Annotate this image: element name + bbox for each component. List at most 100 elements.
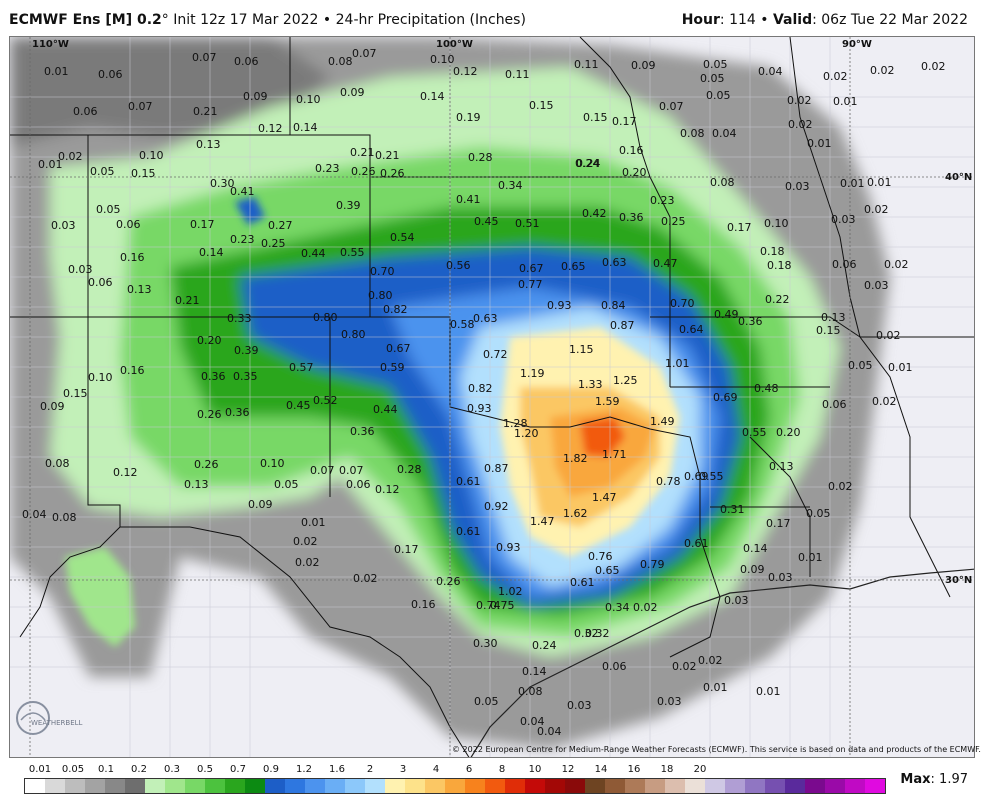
- precip-value-label: 0.26: [380, 167, 405, 180]
- precip-value-label: 0.06: [822, 398, 847, 411]
- precip-value-label: 0.84: [601, 299, 626, 312]
- legend-swatch: [725, 779, 745, 793]
- legend-swatch: [45, 779, 65, 793]
- lat-label-40: 40°N: [945, 172, 972, 183]
- precip-value-label: 0.02: [672, 660, 697, 673]
- precip-value-label: 1.28: [503, 417, 528, 430]
- precip-value-label: 0.09: [631, 59, 656, 72]
- precip-value-label: 0.14: [743, 542, 768, 555]
- legend-swatch: [685, 779, 705, 793]
- precip-value-label: 0.55: [340, 246, 365, 259]
- precip-value-label: 0.03: [724, 594, 749, 607]
- precip-value-label: 0.87: [610, 319, 635, 332]
- precip-value-label: 0.03: [567, 699, 592, 712]
- max-label: Max: [900, 772, 931, 787]
- precip-value-label: 0.21: [350, 146, 375, 159]
- precip-value-label: 0.03: [864, 279, 889, 292]
- precip-value-label: 0.82: [468, 382, 493, 395]
- precip-value-label: 0.04: [712, 127, 737, 140]
- precip-value-label: 0.55: [699, 470, 724, 483]
- precip-value-label: 0.57: [289, 361, 314, 374]
- legend-swatch: [545, 779, 565, 793]
- legend-tick-label: 20: [693, 764, 707, 775]
- legend-swatch: [625, 779, 645, 793]
- legend-swatch: [505, 779, 525, 793]
- product-title: ECMWF Ens [M] 0.2° Init 12z 17 Mar 2022 …: [9, 12, 526, 28]
- legend-swatch: [425, 779, 445, 793]
- precip-value-label: 0.05: [90, 165, 115, 178]
- precip-value-label: 1.49: [650, 415, 675, 428]
- precip-value-label: 0.01: [840, 177, 865, 190]
- precip-value-label: 0.36: [350, 425, 375, 438]
- precip-value-label: 1.71: [602, 448, 627, 461]
- precip-value-label: 0.05: [703, 58, 728, 71]
- hour-value: : 114 •: [719, 12, 773, 28]
- legend-tick-label: 2: [366, 764, 374, 775]
- precip-value-label: 0.36: [201, 370, 226, 383]
- legend-swatch: [125, 779, 145, 793]
- legend-tick-label: 3: [399, 764, 407, 775]
- precip-value-label: 0.15: [131, 167, 156, 180]
- legend-swatch: [745, 779, 765, 793]
- precip-value-label: 0.93: [467, 402, 492, 415]
- legend-swatch: [205, 779, 225, 793]
- legend-swatch: [325, 779, 345, 793]
- precip-value-label: 0.41: [230, 185, 255, 198]
- precip-value-label: 0.06: [73, 105, 98, 118]
- legend-swatch: [105, 779, 125, 793]
- precip-value-label: 1.47: [530, 515, 555, 528]
- precip-value-label: 0.77: [518, 278, 543, 291]
- precip-value-label: 0.08: [52, 511, 77, 524]
- precip-value-label: 0.04: [22, 508, 47, 521]
- precip-value-label: 0.47: [653, 257, 678, 270]
- legend-tick-label: 4: [432, 764, 440, 775]
- precip-value-label: 0.21: [175, 294, 200, 307]
- precip-value-label: 0.04: [537, 725, 562, 738]
- precip-value-label: 0.06: [602, 660, 627, 673]
- precip-value-label: 0.07: [659, 100, 684, 113]
- precip-value-label: 0.25: [261, 237, 286, 250]
- precip-value-label: 0.26: [351, 165, 376, 178]
- precip-value-label: 0.02: [353, 572, 378, 585]
- precip-value-label: 0.32: [574, 627, 599, 640]
- model-name: ECMWF Ens [M] 0.2: [9, 12, 162, 28]
- precip-value-label: 0.80: [368, 289, 393, 302]
- precip-value-label: 0.07: [352, 47, 377, 60]
- legend-swatch: [765, 779, 785, 793]
- precip-value-label: 0.51: [515, 217, 540, 230]
- precip-value-label: 0.05: [700, 72, 725, 85]
- precip-value-label: 0.61: [456, 525, 481, 538]
- legend-swatch: [165, 779, 185, 793]
- legend-tick-label: 1.2: [296, 764, 312, 775]
- precip-value-label: 1.20: [514, 427, 539, 440]
- precip-value-label: 0.28: [397, 463, 422, 476]
- legend-swatch: [445, 779, 465, 793]
- precip-value-label: 0.03: [831, 213, 856, 226]
- legend-swatch: [25, 779, 45, 793]
- precip-value-label: 0.13: [769, 460, 794, 473]
- precip-value-label: 0.03: [785, 180, 810, 193]
- precip-value-label: 0.65: [561, 260, 586, 273]
- precip-value-label: 0.61: [456, 475, 481, 488]
- precip-value-label: 0.70: [370, 265, 395, 278]
- precip-value-label: 0.36: [738, 315, 763, 328]
- precip-value-label: 0.23: [315, 162, 340, 175]
- valid-value: : 06z Tue 22 Mar 2022: [812, 12, 968, 28]
- precip-value-label: 0.02: [295, 556, 320, 569]
- legend-swatch: [225, 779, 245, 793]
- precip-value-label: 0.01: [703, 681, 728, 694]
- legend-swatch: [265, 779, 285, 793]
- legend-tick-label: 0.1: [98, 764, 114, 775]
- precip-value-label: 0.13: [821, 311, 846, 324]
- precip-value-label: 0.20: [776, 426, 801, 439]
- precip-value-label: 0.79: [640, 558, 665, 571]
- precip-value-label: 0.02: [787, 94, 812, 107]
- precip-value-label: 0.02: [828, 480, 853, 493]
- precip-value-label: 1.59: [595, 395, 620, 408]
- legend-swatch: [525, 779, 545, 793]
- legend-swatch: [465, 779, 485, 793]
- hour-label: Hour: [681, 12, 720, 28]
- lon-label-110: 110°W: [32, 39, 69, 50]
- precip-value-label: 0.35: [233, 370, 258, 383]
- precip-value-label: 0.17: [727, 221, 752, 234]
